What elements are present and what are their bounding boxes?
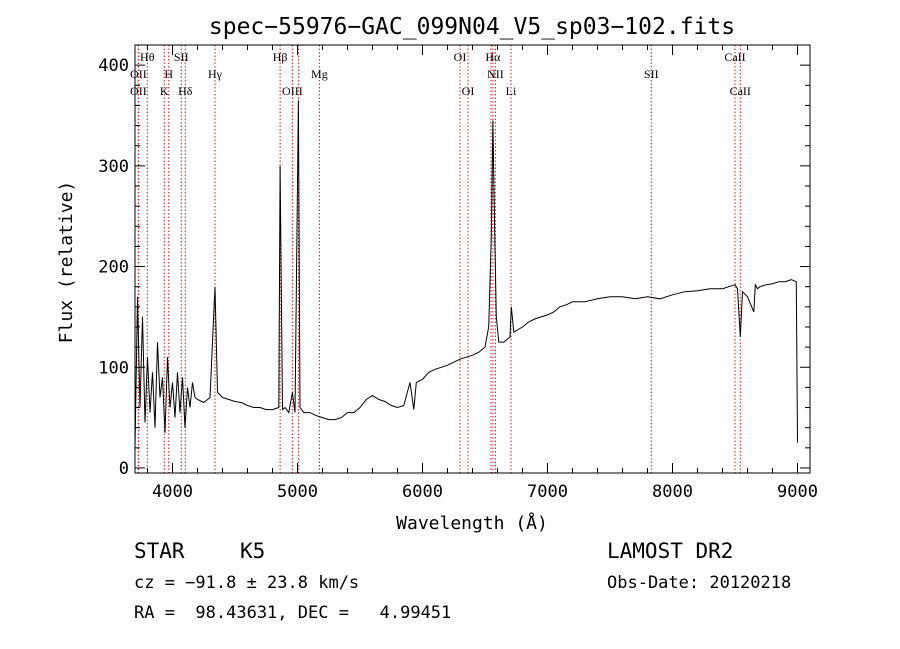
marker-label: Hγ — [208, 67, 223, 81]
marker-label: NII — [487, 67, 504, 81]
y-tick-label: 300 — [98, 157, 129, 177]
y-tick-label: 0 — [119, 459, 129, 479]
marker-label: Hα — [485, 50, 501, 64]
y-tick-label: 400 — [98, 56, 129, 76]
x-tick-label: 7000 — [527, 482, 568, 502]
survey-name: LAMOST DR2 — [607, 539, 734, 563]
x-tick-label: 9000 — [777, 482, 818, 502]
object-class: STAR — [134, 539, 185, 563]
y-tick-label: 200 — [98, 258, 129, 278]
coordinates: RA = 98.43631, DEC = 4.99451 — [134, 603, 452, 623]
marker-label: Li — [506, 84, 517, 98]
emission-line-labels: OIIOIIHθKHSIIHδHγHβOIIIMgOIOIHαNIILiSIIC… — [130, 50, 751, 98]
marker-label: CaII — [730, 84, 751, 98]
redshift-text: cz = −91.8 ± 23.8 km/s — [134, 573, 360, 593]
marker-label: OI — [462, 84, 475, 98]
marker-label: CaII — [724, 50, 745, 64]
spectrum-line — [134, 100, 798, 448]
marker-label: Hβ — [273, 50, 288, 64]
marker-label: SII — [644, 67, 659, 81]
x-tick-label: 5000 — [277, 482, 318, 502]
x-tick-label: 8000 — [652, 482, 693, 502]
marker-label: H — [164, 67, 173, 81]
marker-label: OII — [130, 84, 147, 98]
marker-label: SII — [174, 50, 189, 64]
marker-label: OII — [130, 67, 147, 81]
obs-date: Obs-Date: 20120218 — [607, 573, 792, 593]
y-tick-label: 100 — [98, 358, 129, 378]
marker-label: OIII — [282, 84, 303, 98]
marker-label: Mg — [311, 67, 328, 81]
marker-label: OI — [454, 50, 467, 64]
x-tick-label: 4000 — [152, 482, 193, 502]
x-axis-ticks: 4000 5000 6000 7000 8000 9000 — [147, 45, 818, 502]
x-tick-label: 6000 — [402, 482, 443, 502]
y-axis-label: Flux (relative) — [56, 181, 77, 344]
y-axis-ticks: 0 100 200 300 400 — [98, 44, 810, 479]
x-axis-label: Wavelength (Å) — [396, 512, 548, 534]
emission-line-markers — [137, 45, 741, 473]
marker-label: Hδ — [178, 84, 193, 98]
marker-label: Hθ — [140, 50, 155, 64]
object-subclass: K5 — [240, 539, 266, 563]
marker-label: K — [160, 84, 169, 98]
plot-frame — [134, 44, 811, 474]
chart-title: spec−55976−GAC_099N04_V5_sp03−102.fits — [209, 14, 735, 40]
